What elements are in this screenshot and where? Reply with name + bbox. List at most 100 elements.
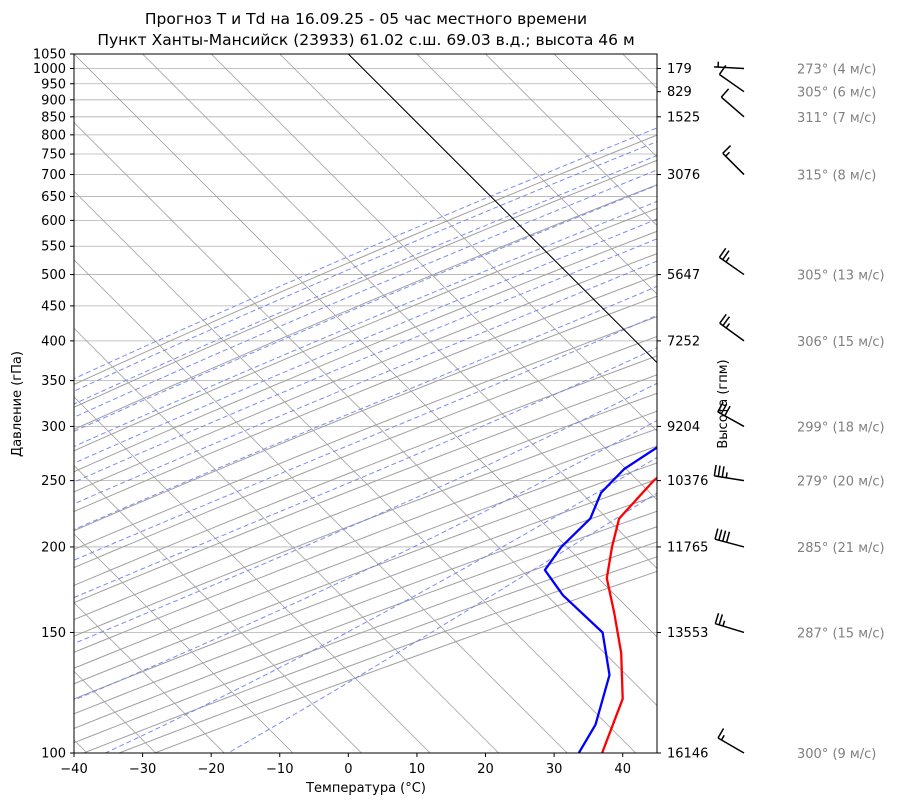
mixing-ratio-line (723, 54, 900, 220)
wind-label: 306° (15 м/с) (797, 335, 885, 350)
wind-label: 305° (6 м/с) (797, 86, 876, 101)
mixing-ratio-line (778, 54, 900, 220)
dry-adiabat (74, 510, 657, 729)
height-tick-label: 179 (667, 62, 692, 77)
wind-barb (714, 612, 745, 634)
height-tick-label: 11765 (667, 540, 708, 555)
dry-adiabat (74, 230, 657, 473)
dry-adiabat (74, 134, 657, 386)
dry-adiabat (74, 445, 657, 669)
wind-label: 315° (8 м/с) (797, 169, 876, 184)
wind-label: 279° (20 м/с) (797, 475, 885, 490)
x-tick-label: 20 (477, 762, 494, 777)
y-tick-label: 1000 (33, 62, 66, 77)
moist-adiabat (74, 419, 657, 701)
height-tick-label: 7252 (667, 334, 700, 349)
y-axis-label: Давление (гПа) (10, 351, 25, 457)
isotherm-line (74, 327, 499, 753)
wind-barb (718, 65, 745, 93)
isotherm-line (74, 259, 568, 753)
wind-label: 305° (13 м/с) (797, 269, 885, 284)
height-tick-label: 9204 (667, 420, 700, 435)
wind-label: 285° (21 м/с) (797, 541, 885, 556)
isotherms (74, 54, 657, 753)
y-tick-label: 450 (41, 299, 66, 314)
y-tick-label: 800 (41, 128, 66, 143)
moist-adiabat (74, 169, 657, 418)
moist-adiabat (74, 200, 657, 448)
zero-isotherm-line (347, 54, 657, 364)
x-tick-label: 30 (546, 762, 563, 777)
height-tick-label: 1525 (667, 110, 700, 125)
dry-adiabat (74, 410, 657, 637)
zero-isotherm (347, 54, 657, 364)
y-tick-label: 650 (41, 190, 66, 205)
dry-adiabat (74, 184, 657, 430)
y-tick-label: 400 (41, 334, 66, 349)
dry-adiabat (74, 526, 657, 744)
y-tick-label: 100 (41, 747, 66, 762)
chart-title-line2: Пункт Ханты-Мансийск (23933) 61.02 с.ш. … (97, 31, 634, 49)
x-tick-label: −20 (197, 762, 224, 777)
x-tick-label: −30 (129, 762, 156, 777)
dry-adiabat (74, 428, 657, 653)
wind-label: 287° (15 м/с) (797, 626, 885, 641)
dry-adiabat (74, 392, 657, 621)
isotherm-line (74, 464, 362, 753)
height-tick-label: 829 (667, 85, 692, 100)
mixing-ratio-line (838, 54, 900, 220)
dry-adiabat (74, 462, 657, 685)
profile-series (543, 446, 657, 753)
y-tick-label: 700 (41, 168, 66, 183)
x-tick-label: 0 (344, 762, 352, 777)
y-tick-label: 950 (41, 77, 66, 92)
dry-adiabats (74, 134, 657, 753)
isotherm-line (622, 54, 657, 89)
y-tick-label: 900 (41, 93, 66, 108)
mixing-ratio-line (654, 217, 657, 222)
wind-label: 299° (18 м/с) (797, 420, 885, 435)
moist-adiabat (74, 184, 657, 432)
wind-label: 273° (4 м/с) (797, 63, 876, 78)
isotherm-line (74, 533, 294, 753)
moist-adiabat (74, 382, 657, 645)
wind-barb (717, 728, 745, 754)
y-tick-label: 150 (41, 626, 66, 641)
moist-adiabat (74, 260, 657, 505)
y-tick-label: 850 (41, 110, 66, 125)
isotherm-line (74, 602, 225, 753)
wind-label: 311° (7 м/с) (797, 111, 876, 126)
x-tick-label: 10 (409, 762, 426, 777)
x-tick-label: −40 (60, 762, 87, 777)
dry-adiabat (74, 494, 657, 715)
y-tick-label: 750 (41, 148, 66, 163)
dry-adiabat (74, 478, 657, 700)
dry-adiabat (118, 556, 657, 753)
moist-adiabat (74, 238, 657, 483)
dry-adiabat (74, 355, 657, 586)
moist-adiabat (105, 456, 657, 753)
plot-frame (73, 53, 658, 754)
moist-adiabats (74, 127, 657, 753)
dry-adiabat (74, 316, 657, 550)
isotherm-line (74, 190, 637, 753)
x-axis-ticks: −40 −30 −20 −10 0 10 20 30 40 (60, 753, 631, 777)
wind-barb (722, 145, 745, 176)
isotherm-line (416, 54, 657, 295)
height-tick-label: 16146 (667, 747, 708, 762)
x-axis-label: Температура (°C) (305, 781, 426, 796)
height-tick-label: 13553 (667, 626, 708, 641)
chart-title-line1: Прогноз T и Td на 16.09.25 - 05 час мест… (145, 10, 587, 28)
wind-barb (714, 528, 745, 548)
wind-barb (720, 88, 745, 118)
isotherm-line (74, 396, 431, 753)
isotherm-line (74, 54, 657, 638)
dry-adiabat (74, 253, 657, 493)
x-tick-label: 40 (614, 762, 631, 777)
mixing-ratio-lines (654, 54, 900, 222)
dry-adiabat (74, 159, 657, 408)
moist-adiabat (74, 127, 657, 380)
dry-adiabat (83, 541, 657, 753)
y-tick-label: 1050 (33, 48, 66, 63)
moist-adiabat (74, 141, 657, 392)
